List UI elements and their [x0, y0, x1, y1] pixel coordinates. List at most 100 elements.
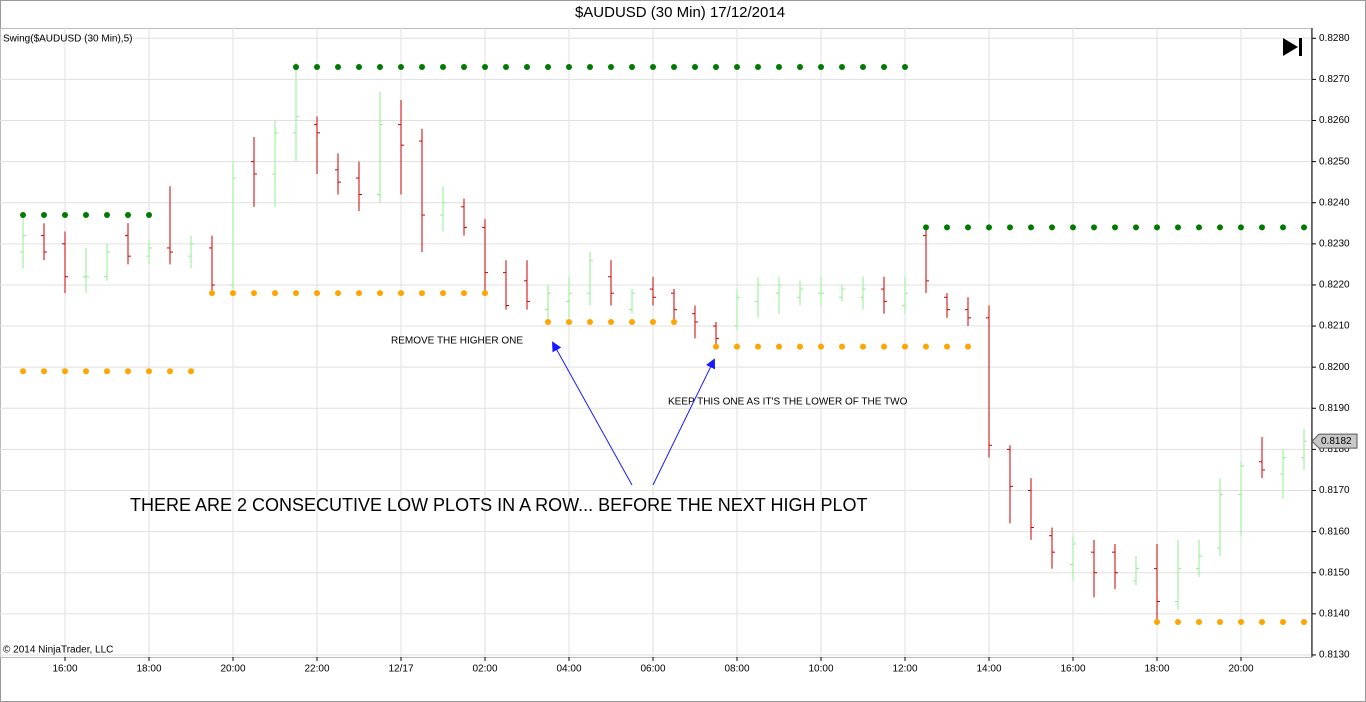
swing-dot: [62, 212, 68, 219]
swing-dot: [797, 64, 803, 71]
swing-dot: [818, 343, 824, 350]
swing-dot: [1301, 224, 1307, 231]
copyright: © 2014 NinjaTrader, LLC: [3, 645, 113, 656]
swing-dot: [1217, 224, 1223, 231]
swing-dot: [20, 368, 26, 375]
x-tick-label: 18:00: [136, 664, 161, 675]
swing-dot: [1259, 224, 1265, 231]
swing-dot: [545, 318, 551, 325]
swing-dot: [650, 318, 656, 325]
swing-dot: [20, 212, 26, 219]
swing-dot: [461, 64, 467, 71]
swing-dot: [608, 64, 614, 71]
swing-dot: [587, 318, 593, 325]
swing-dot: [713, 64, 719, 71]
swing-dot: [1154, 224, 1160, 231]
y-tick-label: 0.8240: [1319, 197, 1350, 208]
x-tick-label: 16:00: [52, 664, 77, 675]
swing-dot: [167, 368, 173, 375]
swing-dot: [1196, 619, 1202, 626]
y-tick-label: 0.8210: [1319, 321, 1350, 332]
swing-dot: [1091, 224, 1097, 231]
swing-dot: [188, 368, 194, 375]
swing-dot: [986, 224, 992, 231]
swing-dot: [1175, 619, 1181, 626]
swing-dot: [944, 343, 950, 350]
x-tick-label: 12/17: [388, 664, 413, 675]
swing-dot: [860, 343, 866, 350]
swing-dot: [1133, 224, 1139, 231]
arrow: [652, 358, 715, 486]
swing-dot: [587, 64, 593, 71]
swing-dot: [839, 343, 845, 350]
y-tick-label: 0.8190: [1319, 403, 1350, 414]
swing-dot: [146, 368, 152, 375]
swing-dot: [419, 64, 425, 71]
swing-dot: [293, 290, 299, 297]
y-tick-label: 0.8260: [1319, 115, 1350, 126]
x-tick-label: 10:00: [808, 664, 833, 675]
swing-dot: [230, 290, 236, 297]
last-price-label: 0.8182: [1321, 436, 1352, 447]
y-tick-label: 0.8230: [1319, 238, 1350, 249]
swing-dot: [1175, 224, 1181, 231]
swing-dot: [776, 64, 782, 71]
swing-dot: [755, 343, 761, 350]
swing-dot: [902, 64, 908, 71]
swing-dot: [944, 224, 950, 231]
chart-title: $AUDUSD (30 Min) 17/12/2014: [575, 4, 785, 21]
indicator-label: Swing($AUDUSD (30 Min),5): [3, 34, 132, 45]
swing-dot: [104, 368, 110, 375]
swing-dot: [209, 290, 215, 297]
swing-dot: [1007, 224, 1013, 231]
x-tick-label: 16:00: [1060, 664, 1085, 675]
swing-dot: [1259, 619, 1265, 626]
y-tick-label: 0.8170: [1319, 485, 1350, 496]
swing-dot: [104, 212, 110, 219]
swing-dot: [965, 343, 971, 350]
swing-dot: [566, 64, 572, 71]
swing-dot: [335, 290, 341, 297]
swing-dot: [671, 64, 677, 71]
swing-dot: [797, 343, 803, 350]
swing-dot: [503, 64, 509, 71]
annotation: THERE ARE 2 CONSECUTIVE LOW PLOTS IN A R…: [130, 495, 867, 515]
swing-dot: [671, 318, 677, 325]
swing-dot: [734, 343, 740, 350]
swing-dot: [923, 224, 929, 231]
y-tick-label: 0.8150: [1319, 567, 1350, 578]
swing-dot: [482, 290, 488, 297]
x-tick-label: 22:00: [304, 664, 329, 675]
swing-dot: [734, 64, 740, 71]
annotation: KEEP THIS ONE AS IT'S THE LOWER OF THE T…: [668, 397, 908, 408]
swing-dot: [713, 343, 719, 350]
swing-dot: [692, 64, 698, 71]
swing-dot: [272, 290, 278, 297]
y-tick-label: 0.8250: [1319, 156, 1350, 167]
x-tick-label: 06:00: [640, 664, 665, 675]
swing-dot: [1154, 619, 1160, 626]
x-tick-label: 12:00: [892, 664, 917, 675]
swing-dot: [1028, 224, 1034, 231]
swing-dot: [398, 290, 404, 297]
swing-dot: [650, 64, 656, 71]
end-button[interactable]: [1283, 38, 1302, 56]
swing-dot: [881, 64, 887, 71]
x-tick-label: 14:00: [976, 664, 1001, 675]
swing-dot: [125, 368, 131, 375]
swing-dot: [1049, 224, 1055, 231]
swing-dot: [755, 64, 761, 71]
x-tick-label: 20:00: [220, 664, 245, 675]
annotation: REMOVE THE HIGHER ONE: [391, 336, 523, 347]
swing-dot: [440, 64, 446, 71]
swing-dot: [566, 318, 572, 325]
y-tick-label: 0.8220: [1319, 280, 1350, 291]
swing-dot: [860, 64, 866, 71]
swing-dot: [1196, 224, 1202, 231]
grid: [0, 28, 1312, 657]
swing-dot: [62, 368, 68, 375]
swing-dot: [1112, 224, 1118, 231]
y-tick-label: 0.8280: [1319, 33, 1350, 44]
